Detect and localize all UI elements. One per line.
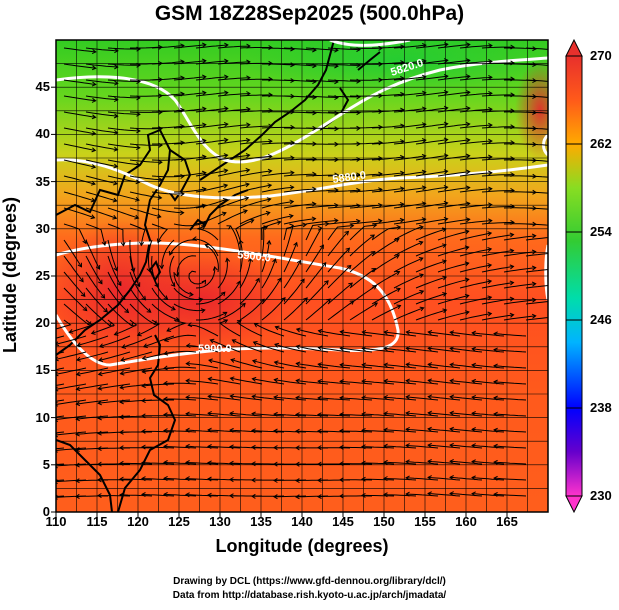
streamline-arrowhead [32, 449, 36, 453]
x-tick-label: 125 [164, 514, 194, 529]
x-axis-label: Longitude (degrees) [56, 536, 548, 557]
streamline-arrowhead [554, 192, 558, 196]
streamline-arrowhead [554, 283, 558, 287]
streamline-arrowhead [33, 341, 37, 345]
figure-title: GSM 18Z28Sep2025 (500.0hPa) [0, 2, 619, 26]
y-tick-label: 0 [26, 504, 50, 519]
y-tick-label: 5 [26, 457, 50, 472]
latlon-grid [56, 40, 548, 512]
credit-data: Data from http://database.rish.kyoto-u.a… [0, 590, 619, 601]
y-tick-label: 35 [26, 174, 50, 189]
streamline-arrowhead [554, 315, 558, 319]
streamline-arrowhead [33, 356, 37, 360]
streamline-arrowhead [32, 402, 36, 406]
streamline-arrowhead [554, 112, 558, 116]
streamline-arrowhead [554, 128, 558, 132]
streamline-arrowhead [554, 160, 558, 164]
credit-drawing: Drawing by DCL (https://www.gfd-dennou.o… [0, 576, 619, 587]
streamline-arrowhead [554, 235, 558, 239]
y-tick-label: 30 [26, 221, 50, 236]
colorbar-bottom-arrow [566, 496, 582, 512]
x-tick-label: 160 [451, 514, 481, 529]
x-tick-label: 165 [492, 514, 522, 529]
x-tick-label: 115 [82, 514, 112, 529]
streamline-arrowhead [554, 48, 558, 52]
streamline-arrowhead [554, 267, 558, 271]
y-tick-label: 20 [26, 315, 50, 330]
y-tick-label: 45 [26, 79, 50, 94]
x-tick-label: 150 [369, 514, 399, 529]
x-tick-label: 130 [205, 514, 235, 529]
colorbar-body [566, 56, 582, 496]
streamline-arrowhead [554, 299, 558, 303]
y-tick-label: 15 [26, 362, 50, 377]
streamline-arrowhead [554, 64, 558, 68]
streamline-arrowhead [554, 96, 558, 100]
colorbar-tick-label: 270 [590, 48, 612, 63]
streamline-arrowhead [554, 208, 558, 212]
x-tick-label: 155 [410, 514, 440, 529]
streamline-arrowhead [554, 251, 558, 255]
colorbar-tick-label: 262 [590, 136, 612, 151]
streamline-arrowhead [32, 433, 36, 437]
x-tick-label: 120 [123, 514, 153, 529]
streamline-arrowhead [554, 176, 558, 180]
y-axis-label: Latitude (degrees) [0, 170, 26, 380]
colorbar-tick-label: 230 [590, 488, 612, 503]
streamline-arrowhead [554, 144, 558, 148]
x-tick-label: 145 [328, 514, 358, 529]
colorbar-top-arrow [566, 40, 582, 56]
streamline-arrowhead [554, 80, 558, 84]
colorbar-tick-label: 254 [590, 224, 612, 239]
streamline-arrowhead [33, 387, 37, 391]
colorbar [566, 40, 582, 512]
streamline [120, 432, 152, 433]
y-tick-label: 40 [26, 126, 50, 141]
x-tick-label: 135 [246, 514, 276, 529]
contour-label-5900-b: 5900.0 [198, 343, 232, 355]
streamline-arrowhead [32, 480, 36, 484]
colorbar-tick-label: 238 [590, 400, 612, 415]
y-tick-label: 25 [26, 268, 50, 283]
streamline-arrowhead [32, 496, 36, 500]
streamline [362, 495, 394, 496]
x-tick-label: 140 [287, 514, 317, 529]
y-tick-label: 10 [26, 410, 50, 425]
streamline-arrowhead [554, 224, 558, 228]
colorbar-tick-label: 246 [590, 312, 612, 327]
